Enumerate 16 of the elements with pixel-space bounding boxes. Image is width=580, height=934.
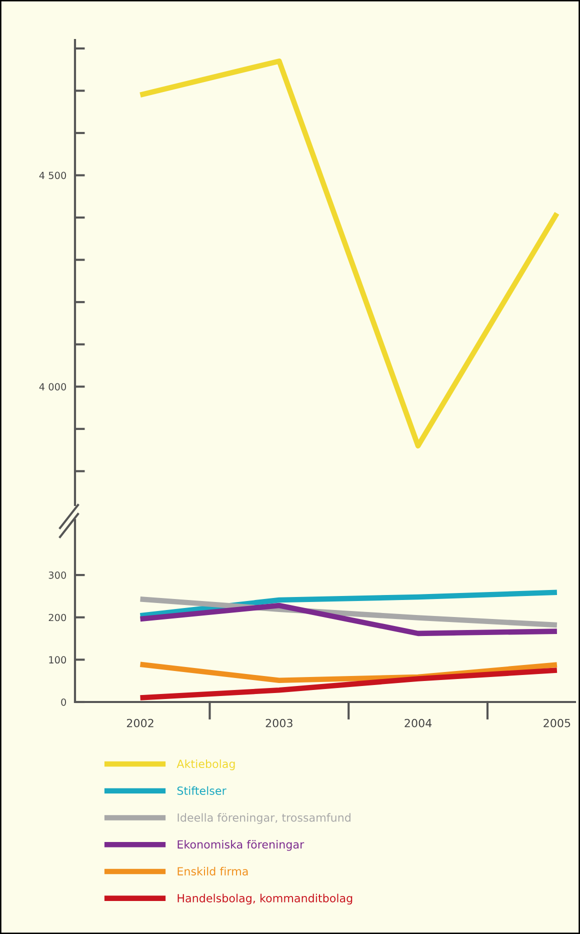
- text: Handelsbolag, kommanditbolag: [178, 894, 352, 905]
- x-tick-label: 2002: [126, 718, 154, 728]
- text: Ideella föreningar, trossamfund: [178, 813, 350, 824]
- y-tick-label: 0: [61, 698, 66, 706]
- y-tick-label: 200: [48, 614, 66, 622]
- text: Enskild firma: [178, 866, 248, 876]
- y-tick-label: 4 500: [39, 172, 66, 180]
- x-tick-label: 2005: [544, 718, 570, 728]
- y-tick-label: 4 000: [39, 383, 66, 390]
- x-tick-label: 2003: [266, 718, 292, 728]
- text: Ekonomiska föreningar: [178, 840, 304, 851]
- x-tick-label: 2004: [404, 718, 432, 728]
- y-tick-label: 100: [49, 656, 66, 664]
- y-tick-label: 300: [48, 572, 66, 579]
- text: Aktiebolag: [176, 759, 235, 770]
- text: Stiftelser: [177, 786, 226, 795]
